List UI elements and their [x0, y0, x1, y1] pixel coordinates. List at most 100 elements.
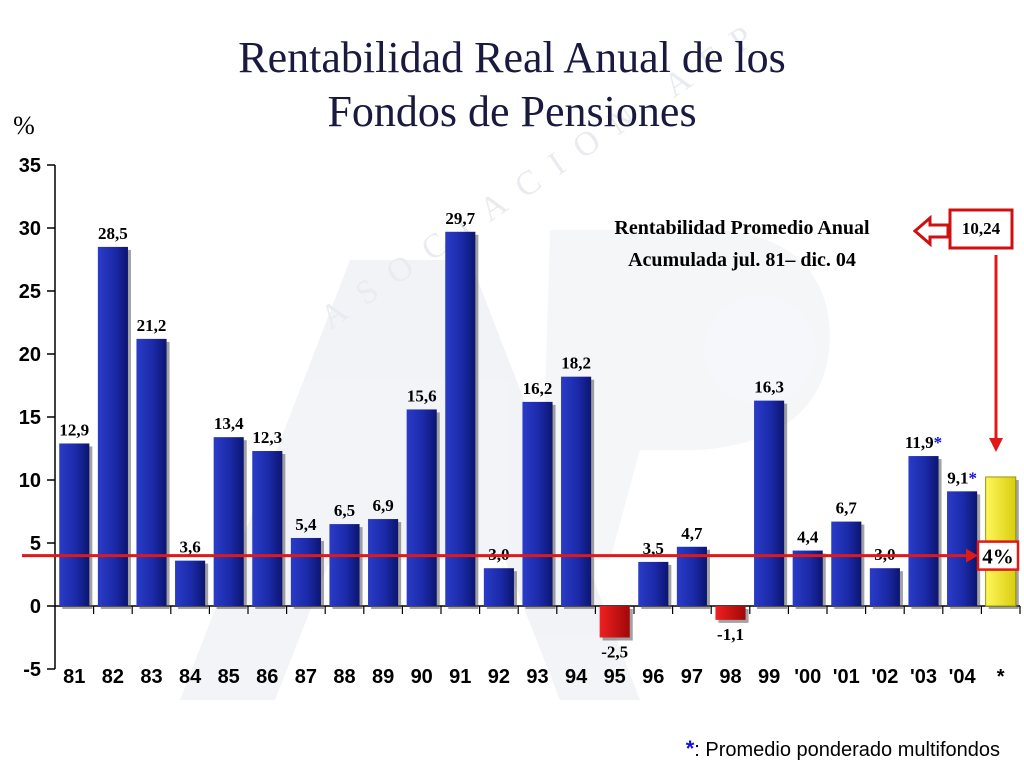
footnote-symbol: * — [686, 736, 695, 761]
bar-92 — [483, 568, 514, 606]
x-tick-label: 91 — [449, 666, 471, 688]
x-tick-label: 82 — [102, 666, 124, 688]
y-tick-labels: -5 0 5 10 15 20 25 30 35 — [19, 155, 41, 681]
bar-89 — [368, 519, 399, 606]
bars — [59, 231, 1019, 641]
x-tick-label: '03 — [910, 666, 937, 688]
x-tick-label: 94 — [565, 666, 588, 688]
average-annotation-line-2: Acumulada jul. 81– dic. 04 — [628, 249, 856, 271]
data-label: 16,2 — [523, 379, 553, 398]
bar-91 — [445, 231, 476, 606]
bar-94 — [561, 376, 592, 606]
data-label: 11,9* — [905, 433, 942, 452]
y-tick-label: 20 — [19, 344, 41, 366]
bar-'01 — [831, 521, 862, 606]
y-axis-label: % — [13, 111, 35, 140]
chart-title-line-1: Rentabilidad Real Anual de los — [238, 33, 785, 82]
reference-value-box — [976, 540, 1020, 571]
data-label: 9,1* — [947, 468, 977, 487]
y-tick-label: 30 — [19, 218, 41, 240]
bar-'00 — [792, 550, 823, 606]
x-tick-label: 86 — [256, 666, 278, 688]
data-label: 4,4 — [797, 528, 819, 547]
data-label: 6,7 — [836, 499, 858, 518]
chart-title-line-2: Fondos de Pensiones — [327, 87, 696, 136]
svg-text:*: Promedio ponderado multifon: *: Promedio ponderado multifondos — [686, 736, 1000, 761]
x-tick-label: 84 — [179, 666, 202, 688]
y-tick-label: 35 — [19, 155, 41, 177]
data-label: 3,5 — [643, 539, 664, 558]
average-pointer-arrow-icon — [989, 438, 1003, 452]
bar-90 — [406, 409, 437, 606]
bar-98 — [715, 606, 746, 620]
footnote-text: : Promedio ponderado multifondos — [694, 739, 1000, 761]
data-label: 18,2 — [561, 354, 591, 373]
average-annotation: Rentabilidad Promedio Anual Acumulada ju… — [614, 208, 1014, 452]
chart-title: Rentabilidad Real Anual de los Fondos de… — [238, 33, 785, 136]
bar-'02 — [869, 568, 900, 606]
x-tick-label: '02 — [871, 666, 898, 688]
data-label: 5,4 — [295, 515, 317, 534]
bar-82 — [97, 246, 128, 606]
data-label: 29,7 — [445, 209, 475, 228]
data-label: 28,5 — [98, 224, 128, 243]
data-label: 6,5 — [334, 501, 355, 520]
x-tick-label: 88 — [333, 666, 355, 688]
y-tick-label: 5 — [30, 533, 41, 555]
x-tick-label: 97 — [681, 666, 703, 688]
x-tick-labels: 81 82 83 84 85 86 87 88 89 90 91 92 93 94 95 96 97 98 99 '0… — [63, 666, 1005, 688]
bar-87 — [290, 537, 321, 606]
x-tick-label: 96 — [642, 666, 664, 688]
bar-86 — [252, 451, 283, 606]
x-tick-label: 93 — [526, 666, 548, 688]
bar-96 — [638, 561, 669, 606]
bar-84 — [175, 560, 206, 606]
reference-line-group: 4% — [22, 540, 1020, 571]
data-label: 21,2 — [137, 316, 167, 335]
data-label: 3,6 — [179, 538, 200, 557]
data-label: 12,3 — [252, 428, 282, 447]
average-value-box — [948, 208, 1014, 250]
x-tick-label: 85 — [218, 666, 240, 688]
average-arrow-icon — [912, 214, 950, 248]
data-label: 12,9 — [59, 420, 89, 439]
y-tick-label: 15 — [19, 407, 41, 429]
average-value: 10,24 — [962, 219, 1001, 238]
x-tick-label: * — [997, 666, 1005, 688]
bar-83 — [136, 338, 167, 606]
reference-arrow-icon — [966, 548, 978, 563]
x-tick-label: 92 — [488, 666, 510, 688]
bar-95 — [599, 606, 630, 638]
x-tick-label: 90 — [411, 666, 433, 688]
reference-value: 4% — [982, 545, 1014, 569]
data-label: -2,5 — [601, 643, 628, 662]
x-tick-label: 99 — [758, 666, 780, 688]
bar-88 — [329, 524, 360, 606]
y-tick-label: -5 — [23, 659, 41, 681]
bar-85 — [213, 437, 244, 606]
x-tick-label: 87 — [295, 666, 317, 688]
data-label: 6,9 — [372, 496, 393, 515]
average-annotation-line-1: Rentabilidad Promedio Anual — [614, 217, 870, 239]
bar-'03 — [908, 456, 939, 606]
x-tick-label: 95 — [604, 666, 626, 688]
x-tick-label: '04 — [949, 666, 977, 688]
bar-93 — [522, 401, 553, 606]
data-label: -1,1 — [717, 625, 744, 644]
bar-99 — [754, 400, 785, 606]
data-label: 13,4 — [214, 414, 244, 433]
data-label: 15,6 — [407, 386, 437, 405]
x-tick-label: 81 — [63, 666, 85, 688]
data-label: 16,3 — [754, 378, 784, 397]
y-tick-label: 10 — [19, 470, 41, 492]
x-tick-label: 83 — [140, 666, 162, 688]
footnote: *: Promedio ponderado multifondos — [686, 736, 1000, 761]
x-tick-label: 89 — [372, 666, 394, 688]
x-tick-label: 98 — [719, 666, 741, 688]
bar-81 — [59, 443, 90, 606]
x-tick-label: '00 — [794, 666, 821, 688]
y-tick-label: 0 — [30, 596, 41, 618]
bar-'04 — [947, 491, 978, 606]
y-tick-label: 25 — [19, 281, 41, 303]
